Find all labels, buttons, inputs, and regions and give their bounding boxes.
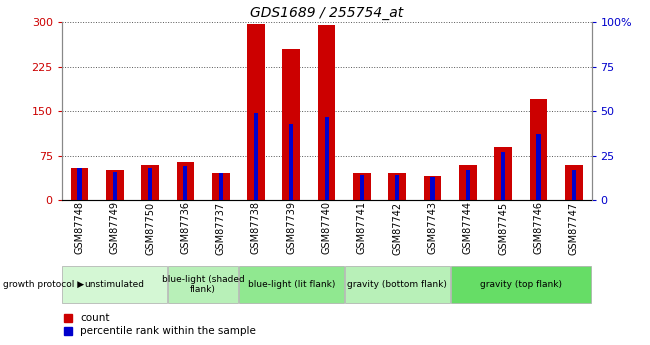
FancyBboxPatch shape bbox=[239, 266, 344, 303]
Bar bbox=[324, 117, 329, 200]
Bar bbox=[218, 174, 223, 200]
Text: gravity (bottom flank): gravity (bottom flank) bbox=[347, 280, 447, 289]
Bar bbox=[318, 25, 335, 200]
Bar bbox=[289, 124, 293, 200]
Bar bbox=[106, 170, 124, 200]
Bar bbox=[148, 168, 152, 200]
Bar bbox=[536, 134, 541, 200]
FancyBboxPatch shape bbox=[345, 266, 450, 303]
Bar bbox=[71, 168, 88, 200]
Bar bbox=[254, 113, 258, 200]
Bar bbox=[353, 174, 370, 200]
Bar bbox=[495, 147, 512, 200]
Text: blue-light (lit flank): blue-light (lit flank) bbox=[248, 280, 335, 289]
FancyBboxPatch shape bbox=[168, 266, 238, 303]
Bar bbox=[283, 49, 300, 200]
FancyBboxPatch shape bbox=[451, 266, 591, 303]
Bar bbox=[247, 23, 265, 200]
Bar bbox=[112, 172, 117, 200]
Title: GDS1689 / 255754_at: GDS1689 / 255754_at bbox=[250, 6, 403, 20]
Text: blue-light (shaded
flank): blue-light (shaded flank) bbox=[162, 275, 244, 294]
Bar bbox=[183, 166, 187, 200]
Legend: count, percentile rank within the sample: count, percentile rank within the sample bbox=[64, 313, 256, 336]
Bar bbox=[459, 165, 476, 200]
Text: gravity (top flank): gravity (top flank) bbox=[480, 280, 562, 289]
Bar bbox=[430, 177, 435, 200]
Bar bbox=[177, 161, 194, 200]
Bar bbox=[501, 152, 505, 200]
Bar bbox=[530, 99, 547, 200]
Bar bbox=[466, 170, 470, 200]
Bar bbox=[141, 165, 159, 200]
Text: unstimulated: unstimulated bbox=[84, 280, 145, 289]
Bar bbox=[212, 174, 229, 200]
Bar bbox=[395, 175, 399, 200]
Bar bbox=[572, 170, 576, 200]
Bar bbox=[389, 174, 406, 200]
Bar bbox=[360, 175, 364, 200]
Text: growth protocol ▶: growth protocol ▶ bbox=[3, 280, 84, 289]
Bar bbox=[77, 168, 81, 200]
Bar bbox=[424, 176, 441, 200]
Bar bbox=[565, 165, 582, 200]
FancyBboxPatch shape bbox=[62, 266, 167, 303]
